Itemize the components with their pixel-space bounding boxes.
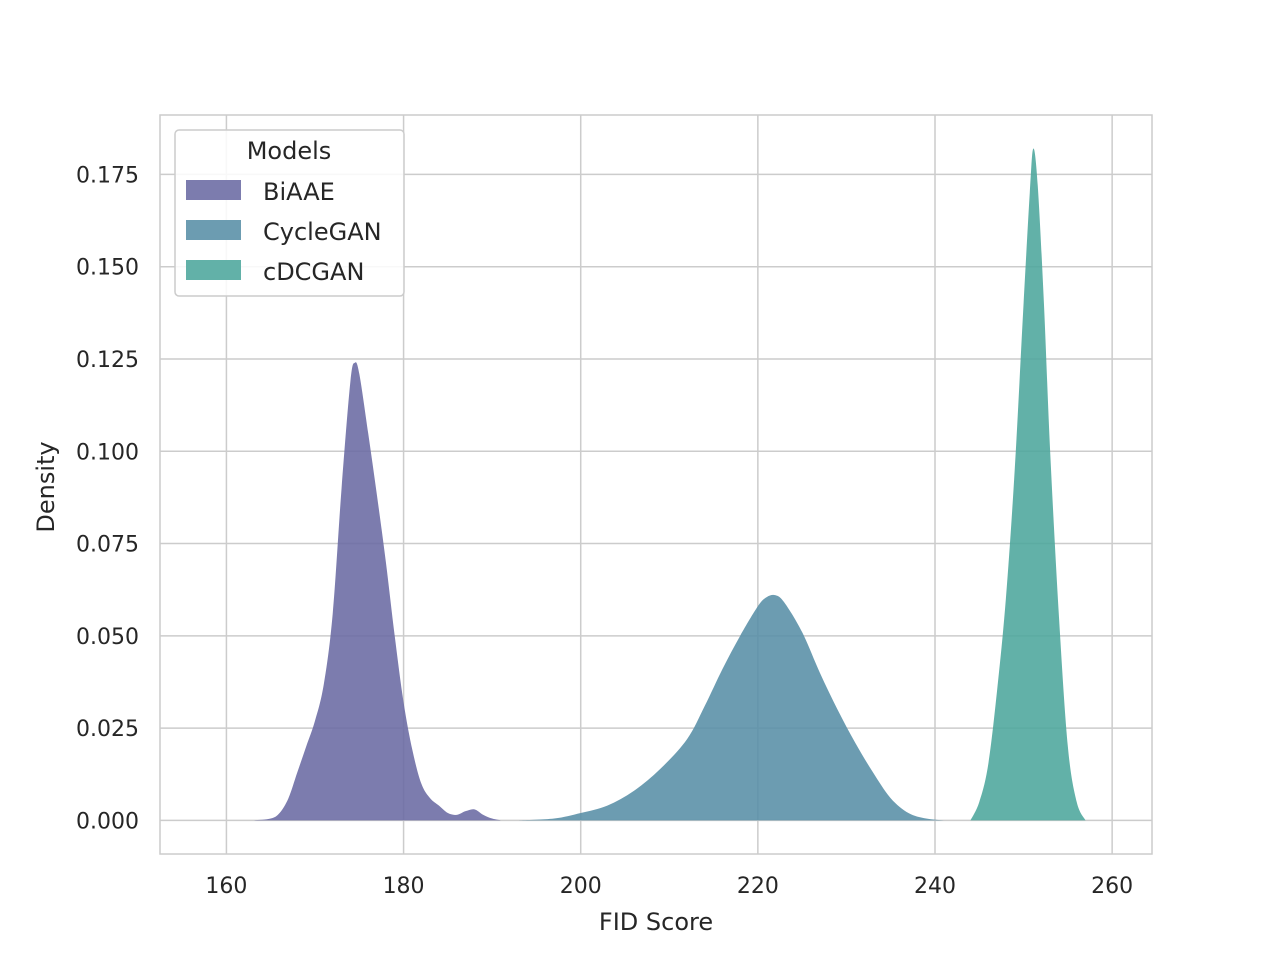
density-areas bbox=[253, 148, 1086, 821]
legend: Models BiAAE CycleGAN cDCGAN bbox=[174, 129, 405, 297]
x-tick-label: 180 bbox=[383, 874, 425, 899]
y-tick-label: 0.050 bbox=[76, 625, 139, 650]
legend-label-biaae: BiAAE bbox=[263, 178, 335, 206]
legend-swatch-cdcgan bbox=[186, 260, 241, 280]
density-area-cyclegan bbox=[518, 594, 944, 821]
x-tick-label: 200 bbox=[560, 874, 602, 899]
legend-label-cyclegan: CycleGAN bbox=[263, 218, 382, 246]
plot-frame bbox=[159, 114, 1153, 855]
y-tick-label: 0.075 bbox=[76, 533, 139, 558]
legend-swatch-cyclegan bbox=[186, 220, 241, 240]
x-tick-label: 160 bbox=[205, 874, 247, 899]
y-tick-label: 0.100 bbox=[76, 440, 139, 465]
y-tick-label: 0.025 bbox=[76, 717, 139, 742]
legend-items: BiAAE CycleGAN cDCGAN bbox=[186, 178, 382, 286]
legend-box bbox=[174, 129, 405, 297]
x-tick-label: 220 bbox=[737, 874, 779, 899]
y-tick-label: 0.000 bbox=[76, 809, 139, 834]
y-tick-label: 0.175 bbox=[76, 163, 139, 188]
y-axis-label: Density bbox=[32, 441, 60, 532]
legend-label-cdcgan: cDCGAN bbox=[263, 258, 364, 286]
x-tick-labels: 160 180 200 220 240 260 bbox=[205, 874, 1133, 899]
y-tick-label: 0.125 bbox=[76, 348, 139, 373]
y-tick-label: 0.150 bbox=[76, 256, 139, 281]
y-tick-labels: 0.000 0.025 0.050 0.075 0.100 0.125 0.150 0.175 bbox=[76, 163, 139, 834]
legend-swatch-biaae bbox=[186, 180, 241, 200]
legend-title: Models bbox=[247, 137, 332, 165]
x-axis-label: FID Score bbox=[599, 908, 713, 936]
density-area-cdcgan bbox=[970, 148, 1086, 821]
x-tick-label: 240 bbox=[914, 874, 956, 899]
x-tick-label: 260 bbox=[1091, 874, 1133, 899]
density-area-biaae bbox=[253, 362, 501, 821]
